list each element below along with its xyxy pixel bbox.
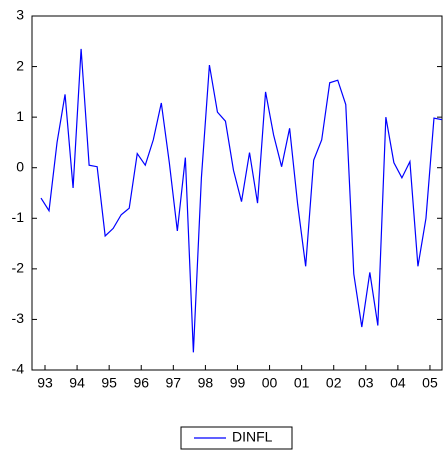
legend-box [180,426,293,450]
x-tick-label: 05 [422,375,438,391]
x-tick-label: 00 [262,375,278,391]
x-tick-label: 96 [133,375,149,391]
x-tick-label: 02 [326,375,342,391]
plot-frame [31,15,443,371]
y-tick-label: 2 [16,57,24,73]
y-tick-label: 1 [16,108,24,124]
y-tick-label: -4 [12,361,25,377]
x-tick-label: 04 [390,375,406,391]
y-tick-label: -1 [12,209,25,225]
x-tick-label: 01 [294,375,310,391]
y-tick-label: 0 [16,158,24,174]
x-tick-label: 95 [101,375,117,391]
x-tick-label: 97 [166,375,182,391]
data-line [40,48,443,353]
x-tick-label: 03 [358,375,374,391]
x-tick-label: 99 [230,375,246,391]
legend-label: DINFL [232,429,273,445]
x-tick-label: 98 [198,375,214,391]
y-tick-label: -3 [12,310,25,326]
y-tick-label: 3 [16,7,24,23]
x-tick-label: 94 [69,375,85,391]
y-tick-label: -2 [12,260,25,276]
x-tick-label: 93 [37,375,53,391]
